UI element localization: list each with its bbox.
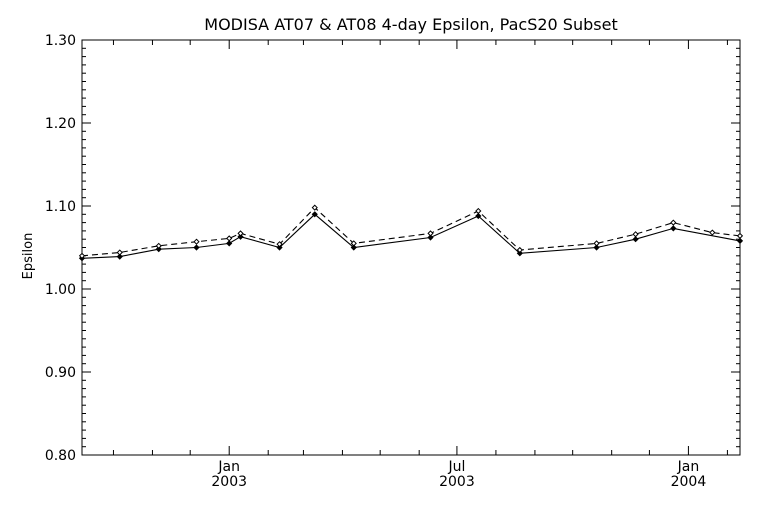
series-1-point xyxy=(155,246,162,253)
series-2-point xyxy=(475,207,482,215)
series-1-point xyxy=(516,250,523,257)
series-1-point xyxy=(736,237,744,244)
x-tick-label-year: 2004 xyxy=(671,474,707,490)
series-1-point xyxy=(276,244,283,251)
series-2-point xyxy=(226,235,233,242)
series-2-point xyxy=(116,249,123,256)
y-tick-label: 0.90 xyxy=(45,365,76,381)
chart-title: MODISA AT07 & AT08 4-day Epsilon, PacS20… xyxy=(204,15,617,34)
series-2-point xyxy=(350,240,357,247)
y-tick-label: 1.20 xyxy=(45,116,76,132)
series-2-point xyxy=(736,232,744,239)
series-2-point xyxy=(311,204,318,211)
series-2-point xyxy=(78,252,86,259)
series-2-point xyxy=(670,219,677,226)
y-tick-label: 1.10 xyxy=(45,199,76,215)
series-1-line xyxy=(81,213,741,259)
series-1-point xyxy=(226,240,233,247)
x-tick-label-year: 2003 xyxy=(211,474,247,490)
y-tick-label: 1.30 xyxy=(45,33,76,49)
series-1-point xyxy=(350,244,357,251)
series-1-point xyxy=(670,225,677,232)
series-1-point xyxy=(116,253,123,260)
series-2-point xyxy=(427,230,434,237)
y-tick-label: 1.00 xyxy=(45,282,76,298)
series-1-point xyxy=(475,212,482,220)
series-1-point xyxy=(593,244,600,251)
series-2-point xyxy=(516,246,523,254)
series-layer xyxy=(78,204,744,262)
y-tick-label: 0.80 xyxy=(45,448,76,464)
series-1-point xyxy=(237,233,244,240)
axis-ticks: 0.800.901.001.101.201.30Jan2003Jul2003Ja… xyxy=(45,33,740,490)
series-2-point xyxy=(155,242,162,249)
series-2-point xyxy=(593,240,600,247)
series-2-point xyxy=(632,231,639,238)
series-1-point xyxy=(427,234,434,241)
x-tick-label-month: Jan xyxy=(217,459,240,475)
y-axis-label: Epsilon xyxy=(21,233,36,280)
series-1-point xyxy=(311,211,318,218)
series-1-point xyxy=(632,236,639,243)
series-2-point xyxy=(237,230,244,237)
x-tick-label-year: 2003 xyxy=(439,474,475,490)
plot-frame xyxy=(81,39,741,456)
series-1-point xyxy=(193,244,200,251)
series-2-point xyxy=(276,241,283,248)
x-tick-label-month: Jan xyxy=(677,459,700,475)
series-2-point xyxy=(709,229,716,236)
x-tick-label-month: Jul xyxy=(447,459,465,475)
series-2-point xyxy=(193,238,200,245)
